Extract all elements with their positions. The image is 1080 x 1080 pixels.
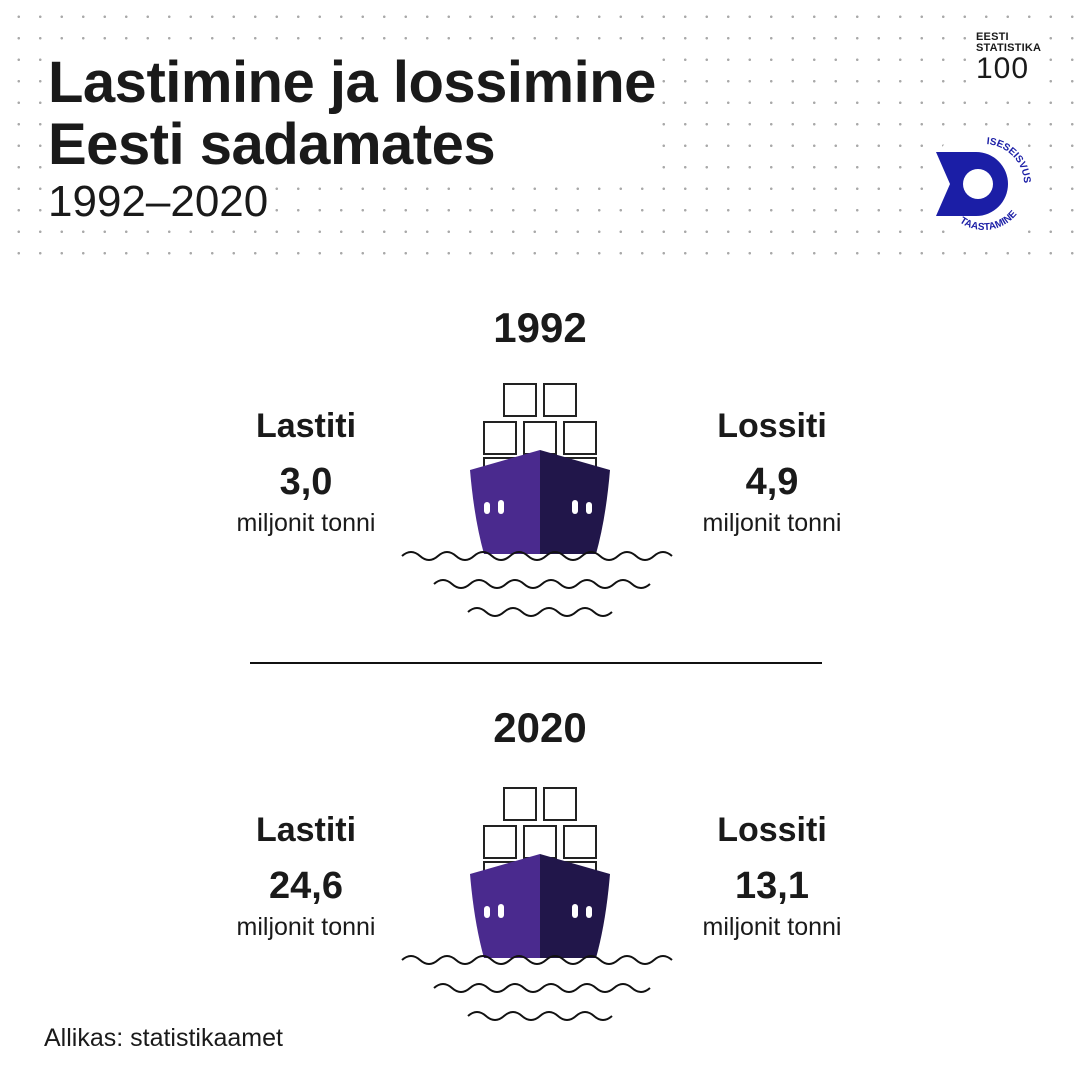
unloaded-value: 4,9 — [745, 461, 799, 503]
unloaded-unit: miljonit tonni — [702, 913, 842, 941]
cargo-ship-icon — [400, 782, 680, 1042]
unloaded-label: Lossiti — [717, 811, 827, 849]
loaded-value: 3,0 — [279, 461, 333, 503]
loaded-unit: miljonit tonni — [236, 509, 376, 537]
unloaded-label: Lossiti — [717, 407, 827, 445]
loaded-stat-1992: Lastiti 3,0 miljonit tonni — [186, 406, 426, 538]
section-divider — [250, 662, 822, 664]
eesti-statistika-100-logo: EESTI STATISTIKA 100 — [972, 30, 1046, 86]
loaded-label: Lastiti — [255, 407, 357, 445]
page-title: Lastimine ja lossimine Eesti sadamates — [48, 52, 662, 176]
page-subtitle: 1992–2020 — [48, 176, 275, 228]
unloaded-unit: miljonit tonni — [702, 509, 842, 537]
unloaded-value: 13,1 — [735, 865, 809, 907]
year-heading-2020: 2020 — [493, 704, 587, 751]
loaded-unit: miljonit tonni — [236, 913, 376, 941]
source-note: Allikas: statistikaamet — [44, 1024, 283, 1052]
loaded-stat-2020: Lastiti 24,6 miljonit tonni — [186, 810, 426, 942]
title-line-2: Eesti sadamates — [48, 112, 496, 177]
loaded-label: Lastiti — [255, 811, 357, 849]
cargo-ship-icon — [400, 378, 680, 638]
logo-text-eesti: EESTI — [976, 31, 1009, 43]
loaded-value: 24,6 — [269, 865, 343, 907]
logo-text-statistika: STATISTIKA — [976, 42, 1042, 54]
title-line-1: Lastimine ja lossimine — [48, 50, 656, 115]
iseseisvuse-taastamine-30-logo: ISESEISVUSE 30 TAASTAMINE — [925, 120, 1040, 240]
unloaded-stat-2020: Lossiti 13,1 miljonit tonni — [652, 810, 892, 942]
year-heading-1992: 1992 — [493, 304, 587, 351]
logo-text-100: 100 — [976, 52, 1030, 85]
unloaded-stat-1992: Lossiti 4,9 miljonit tonni — [652, 406, 892, 538]
